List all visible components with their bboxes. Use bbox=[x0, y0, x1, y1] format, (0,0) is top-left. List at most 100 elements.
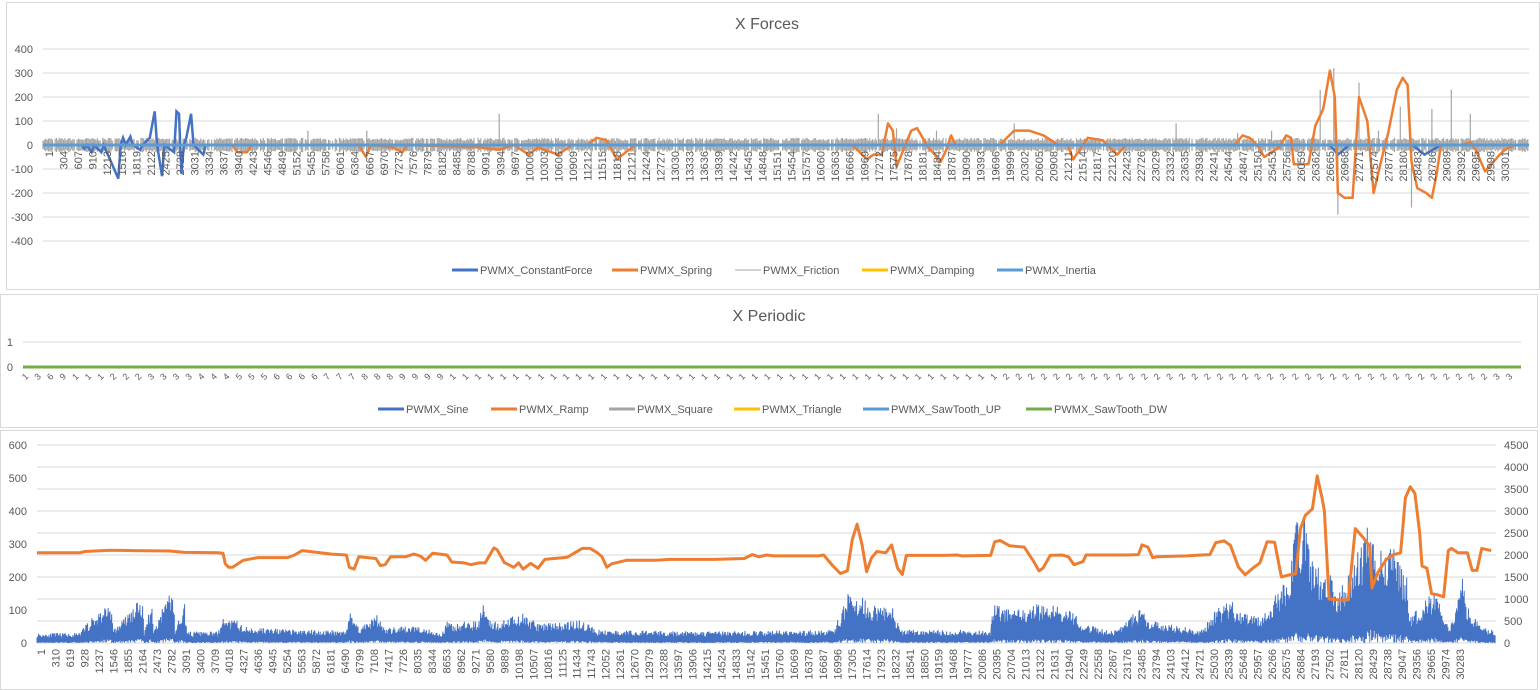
x-tick-label: 17272 bbox=[874, 151, 886, 182]
x-tick-label: 5 bbox=[234, 371, 245, 382]
x-tick-label: 6061 bbox=[335, 151, 347, 175]
x-tick-label: 1 bbox=[36, 649, 48, 655]
x-tick-label: 4327 bbox=[239, 649, 251, 673]
x-tick-label: 19090 bbox=[961, 151, 973, 182]
x-tick-label: 9 bbox=[435, 371, 446, 382]
x-tick-label: 4 bbox=[196, 371, 207, 382]
x-tick-label: 25339 bbox=[1223, 649, 1235, 680]
x-tick-label: 23029 bbox=[1150, 151, 1162, 182]
legend-label: PWMX_ConstantForce bbox=[480, 265, 592, 277]
x-tick-label: 3 bbox=[183, 371, 194, 382]
x-tick-label: 4945 bbox=[268, 649, 280, 673]
x-tick-label: 304 bbox=[59, 151, 71, 169]
x-tick-label: 21322 bbox=[1035, 649, 1047, 680]
x-tick-label: 7879 bbox=[423, 151, 435, 175]
chart-x-forces-plot: X Forces 400 300 200 100 0 -100 -200 -300 -400 1… bbox=[11, 16, 1529, 277]
x-tick-label: 1 bbox=[900, 371, 911, 382]
x-tick-label: 15760 bbox=[774, 649, 786, 680]
x-tick-label: 18787 bbox=[947, 151, 959, 182]
x-tick-label: 1 bbox=[460, 371, 471, 382]
x-tick-label: 2 bbox=[1215, 371, 1226, 382]
worksheet-left-edge bbox=[0, 0, 5, 290]
x-tick-label: 5455 bbox=[306, 151, 318, 175]
x-tick-label: 1855 bbox=[123, 649, 135, 673]
x-tick-label: 3 bbox=[171, 371, 182, 382]
legend-label: PWMX_Square bbox=[637, 404, 713, 416]
x-tick-label: 13333 bbox=[685, 151, 697, 182]
x-tick-label: 1 bbox=[498, 371, 509, 382]
x-tick-label: 2 bbox=[1479, 371, 1490, 382]
x-tick-label: 11434 bbox=[572, 649, 584, 679]
x-tick-label: 3940 bbox=[233, 151, 245, 175]
x-tick-label: 5872 bbox=[311, 649, 323, 673]
x-tick-label: 19393 bbox=[976, 151, 988, 182]
x-tick-label: 1 bbox=[749, 371, 760, 382]
x-tick-label: 15451 bbox=[760, 649, 772, 680]
x-tick-label: 12121 bbox=[626, 151, 638, 182]
legend-label: PWMX_Damping bbox=[890, 265, 974, 277]
x-tick-label: 10303 bbox=[539, 151, 551, 182]
x-tick-label: 19159 bbox=[934, 649, 946, 680]
x-tick-label: 1 bbox=[611, 371, 622, 382]
secondary-y-axis-ticks: 4500 4000 3500 3000 2500 2000 1500 1000 500 0 bbox=[1504, 440, 1528, 650]
y-tick-label: 300 bbox=[15, 68, 33, 80]
x-tick-label: 19696 bbox=[990, 151, 1002, 182]
x-tick-label: 23485 bbox=[1136, 649, 1148, 680]
x-tick-label: 7726 bbox=[398, 649, 410, 673]
x-tick-label: 2 bbox=[1453, 371, 1464, 382]
y-tick-label: 600 bbox=[9, 440, 27, 452]
x-tick-label: 1 bbox=[535, 371, 546, 382]
x-tick-label: 2 bbox=[1089, 371, 1100, 382]
x-tick-label: 15454 bbox=[786, 151, 798, 182]
x-tick-label: 3 bbox=[1491, 371, 1502, 382]
x-tick-label: 4018 bbox=[224, 649, 236, 673]
x-tick-label: 10909 bbox=[568, 151, 580, 182]
chart-dual-axis[interactable]: 600 500 400 300 200 100 0 4500 4000 3500 3000 2500… bbox=[0, 430, 1538, 690]
x-tick-label: 26059 bbox=[1296, 151, 1308, 182]
x-tick-label: 23332 bbox=[1165, 151, 1177, 182]
y-tick-label: 100 bbox=[9, 605, 27, 617]
x-tick-label: 1 bbox=[661, 371, 672, 382]
x-tick-label: 7273 bbox=[393, 151, 405, 175]
x-tick-label: 1 bbox=[623, 371, 634, 382]
x-tick-label: 3709 bbox=[210, 649, 222, 673]
x-tick-label: 24103 bbox=[1165, 649, 1177, 680]
x-tick-label: 30283 bbox=[1455, 649, 1467, 680]
x-tick-label: 2 bbox=[1416, 371, 1427, 382]
y-tick-label: 100 bbox=[15, 116, 33, 128]
x-tick-label: 11125 bbox=[557, 649, 569, 678]
x-tick-label: 1 bbox=[888, 371, 899, 382]
x-tick-label: 1 bbox=[737, 371, 748, 382]
x-tick-label: 27271 bbox=[1354, 151, 1366, 182]
x-tick-label: 1 bbox=[95, 371, 106, 382]
series-layer bbox=[42, 68, 1529, 215]
x-tick-label: 3400 bbox=[195, 649, 207, 673]
x-tick-label: 7 bbox=[334, 371, 345, 382]
x-tick-label: 2 bbox=[120, 371, 131, 382]
x-tick-label: 1 bbox=[875, 371, 886, 382]
x-tick-label: 1 bbox=[561, 371, 572, 382]
x-tick-label: 29998 bbox=[1485, 151, 1497, 182]
x-tick-label: 2 bbox=[108, 371, 119, 382]
x-tick-label: 1 bbox=[774, 371, 785, 382]
x-tick-label: 2 bbox=[1303, 371, 1314, 382]
x-tick-label: 1 bbox=[510, 371, 521, 382]
x-tick-label: 25648 bbox=[1238, 649, 1250, 680]
x-tick-label: 11212 bbox=[583, 151, 595, 181]
x-tick-label: 2 bbox=[1227, 371, 1238, 382]
x-tick-label: 2 bbox=[1403, 371, 1414, 382]
x-tick-label: 1 bbox=[724, 371, 735, 382]
x-tick-label: 16060 bbox=[816, 151, 828, 182]
x-tick-label: 9889 bbox=[499, 649, 511, 673]
x-tick-label: 26362 bbox=[1311, 151, 1323, 182]
x-tick-label: 29695 bbox=[1471, 151, 1483, 182]
chart-x-forces[interactable]: X Forces 400 300 200 100 0 -100 -200 -300 -400 1… bbox=[6, 2, 1540, 290]
y-tick-label: 1 bbox=[7, 337, 13, 349]
x-tick-label: 619 bbox=[65, 649, 77, 667]
x-tick-label: 2 bbox=[1177, 371, 1188, 382]
y2-tick-label: 4500 bbox=[1504, 440, 1528, 452]
x-tick-label: 6 bbox=[309, 371, 320, 382]
x-tick-label: 8653 bbox=[441, 649, 453, 673]
